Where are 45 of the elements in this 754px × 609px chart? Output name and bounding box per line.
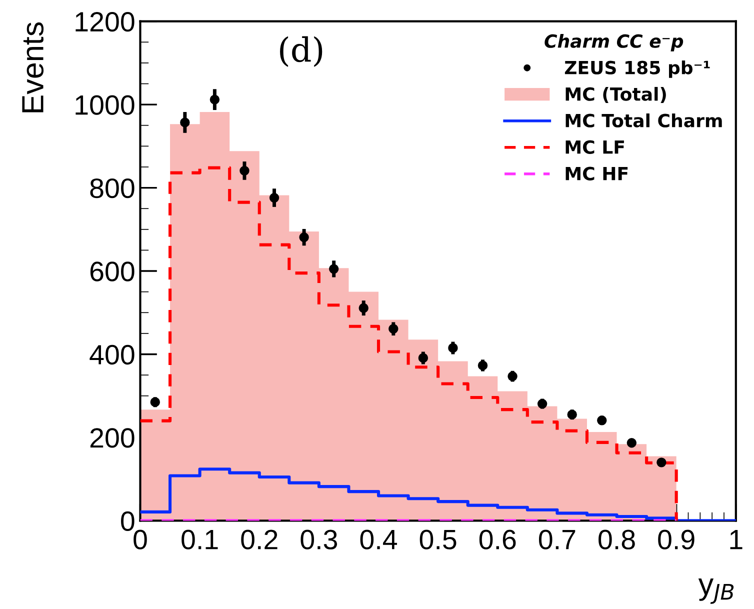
legend-label: MC (Total) <box>566 86 666 104</box>
x-tick-label: 0.8 <box>598 530 635 550</box>
x-tick-label: 0.5 <box>420 530 456 550</box>
y-tick-label: 600 <box>90 262 134 282</box>
point <box>626 438 637 448</box>
y-tick-label: 800 <box>90 178 134 198</box>
point <box>388 324 398 334</box>
point <box>418 353 428 363</box>
x-tick-label: 0.3 <box>300 530 338 550</box>
point <box>240 166 250 176</box>
x-tick-label: 0.7 <box>538 530 576 550</box>
x-tick-label: 0.9 <box>658 530 694 550</box>
point <box>656 458 666 468</box>
point <box>269 192 280 203</box>
legend-label: MC Total Charm <box>566 113 722 128</box>
x-tick-label: 0.1 <box>182 530 218 550</box>
x-tick-label: 0.2 <box>241 530 278 550</box>
point <box>448 343 458 353</box>
annotation: (d) <box>280 36 322 67</box>
x-tick-label: 0.6 <box>479 530 516 550</box>
point <box>597 416 607 426</box>
y-tick-label: 1200 <box>76 12 134 32</box>
point <box>358 303 368 313</box>
point <box>567 410 577 420</box>
point <box>150 397 160 407</box>
point <box>537 398 548 409</box>
y-tick-label: 200 <box>90 428 134 448</box>
x-tick-label: 0 <box>134 530 147 550</box>
x-tick-label: 1 <box>730 530 742 550</box>
y-tick-label: 1000 <box>76 95 134 115</box>
x-tick-label: 0.4 <box>360 530 398 550</box>
point <box>210 94 220 104</box>
legend-label: MC LF <box>566 140 624 154</box>
x-axis-title: y$_{JB}$ <box>698 578 734 604</box>
legend-label: ZEUS 185 pb⁻¹ <box>564 60 710 78</box>
legend-title: Charm CC e⁻p <box>544 34 684 52</box>
y-tick-label: 400 <box>90 344 134 365</box>
point <box>299 232 309 242</box>
point <box>328 264 339 274</box>
point <box>478 360 488 370</box>
point <box>508 371 518 382</box>
point <box>180 118 190 128</box>
y-tick-label: 0 <box>121 511 134 532</box>
y-axis-title: Events <box>22 22 44 112</box>
legend-label: MC HF <box>566 166 628 180</box>
